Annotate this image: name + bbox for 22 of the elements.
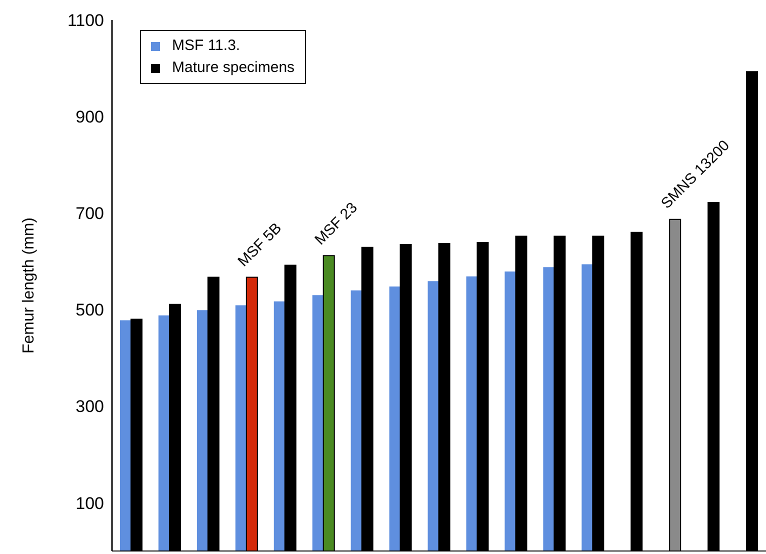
bar [158, 315, 170, 551]
y-tick-label: 700 [76, 204, 104, 224]
y-tick-label: 900 [76, 108, 104, 127]
bar [504, 272, 516, 551]
bar [350, 290, 362, 551]
y-tick-label: 100 [76, 494, 104, 513]
bar [389, 286, 400, 551]
y-tick-label: 1100 [67, 11, 104, 30]
bar [235, 305, 246, 551]
bar [582, 264, 593, 551]
bar [312, 295, 324, 551]
y-axis-title: Femur length (mm) [20, 217, 38, 354]
bar [428, 281, 439, 551]
bar [466, 276, 478, 551]
bar [120, 320, 131, 551]
legend-label: MSF 11.3. [172, 36, 240, 56]
bar [274, 301, 285, 551]
y-tick-label: 300 [76, 397, 104, 416]
bar [196, 310, 208, 551]
bar [543, 267, 554, 551]
y-tick-label: 500 [76, 300, 104, 320]
legend-label: Mature specimens [172, 58, 295, 78]
